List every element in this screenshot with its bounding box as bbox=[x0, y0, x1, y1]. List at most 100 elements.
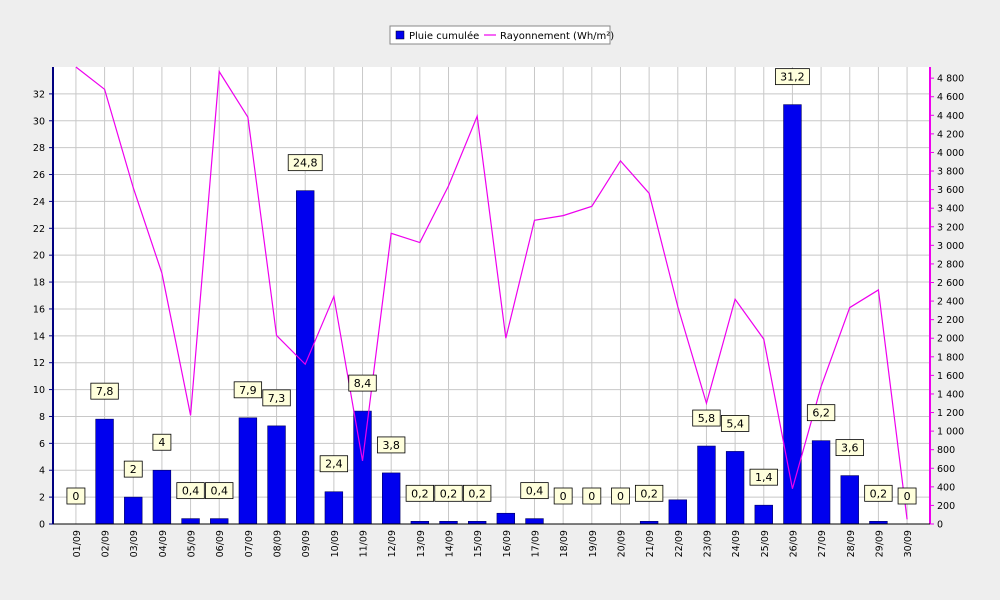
data-label-20/09: 0 bbox=[611, 487, 630, 505]
bar-08/09 bbox=[267, 425, 286, 525]
x-tick-label: 07/09 bbox=[244, 530, 255, 557]
data-label-text: 0 bbox=[904, 490, 911, 503]
x-tick-label: 27/09 bbox=[817, 530, 828, 557]
right-tick-label: 3 000 bbox=[937, 241, 964, 252]
bar-04/09 bbox=[152, 469, 172, 525]
data-label-box bbox=[377, 436, 406, 454]
data-label-04/09: 4 bbox=[152, 433, 172, 451]
data-label-text: 0,4 bbox=[210, 485, 228, 498]
bar-17/09 bbox=[525, 518, 544, 525]
legend-swatch-bar bbox=[395, 30, 405, 40]
bar-27/09 bbox=[811, 440, 831, 525]
x-tick-label: 26/09 bbox=[788, 530, 799, 557]
data-label-box bbox=[806, 404, 836, 422]
data-label-box bbox=[775, 68, 810, 86]
bar-10/09 bbox=[324, 491, 344, 525]
x-tick-label: 15/09 bbox=[473, 530, 484, 557]
data-label-text: 5,8 bbox=[698, 412, 716, 425]
data-label-box bbox=[553, 487, 573, 505]
left-tick-label: 2 bbox=[39, 493, 45, 504]
right-tick-label: 2 200 bbox=[937, 315, 964, 326]
data-label-box bbox=[611, 487, 630, 505]
left-tick-label: 24 bbox=[33, 197, 45, 208]
bar-07/09 bbox=[238, 417, 258, 525]
data-label-text: 0 bbox=[588, 490, 595, 503]
data-label-box bbox=[66, 487, 86, 505]
x-tick-label: 30/09 bbox=[903, 530, 914, 557]
legend-box bbox=[389, 25, 611, 45]
x-tick-label: 22/09 bbox=[674, 530, 685, 557]
data-label-text: 1,4 bbox=[755, 471, 773, 484]
data-label-29/09: 0,2 bbox=[864, 484, 893, 502]
data-label-text: 0 bbox=[560, 490, 567, 503]
right-tick-label: 3 800 bbox=[937, 167, 964, 178]
data-labels: 0 7,8 2 4 0,4 0,4 7,9 7,3 24,8 2,4 8,4 3,8 0,2 0,2 0,2… bbox=[66, 68, 917, 505]
data-label-text: 0,2 bbox=[870, 487, 888, 500]
x-tick-label: 01/09 bbox=[72, 530, 83, 557]
data-label-box bbox=[123, 460, 143, 478]
data-label-text: 7,3 bbox=[268, 392, 286, 405]
x-tick-label: 29/09 bbox=[874, 530, 885, 557]
data-label-text: 6,2 bbox=[812, 407, 830, 420]
right-tick-label: 1 600 bbox=[937, 371, 964, 382]
data-label-text: 0 bbox=[617, 490, 624, 503]
x-tick-label: 18/09 bbox=[559, 530, 570, 557]
data-label-text: 7,9 bbox=[239, 384, 257, 397]
right-tick-label: 3 600 bbox=[937, 185, 964, 196]
data-label-23/09: 5,8 bbox=[692, 409, 721, 427]
data-label-21/09: 0,2 bbox=[634, 484, 664, 502]
right-tick-label: 2 800 bbox=[937, 259, 964, 270]
left-tick-label: 0 bbox=[39, 520, 45, 531]
right-tick-label: 4 400 bbox=[937, 111, 964, 122]
bar-28/09 bbox=[840, 475, 859, 525]
right-tick-label: 800 bbox=[937, 445, 955, 456]
data-label-text: 3,8 bbox=[382, 439, 400, 452]
data-label-text: 4 bbox=[158, 436, 165, 449]
data-label-box bbox=[520, 482, 549, 500]
data-label-box bbox=[205, 482, 234, 500]
data-label-box bbox=[749, 468, 778, 486]
data-label-25/09: 1,4 bbox=[749, 468, 778, 486]
left-tick-label: 28 bbox=[33, 143, 45, 154]
bar-26/09 bbox=[783, 104, 802, 525]
data-label-27/09: 6,2 bbox=[806, 404, 836, 422]
data-label-box bbox=[720, 415, 750, 432]
right-tick-label: 1 000 bbox=[937, 427, 964, 438]
data-label-30/09: 0 bbox=[897, 487, 917, 505]
data-label-09/09: 24,8 bbox=[287, 154, 323, 172]
data-label-11/09: 8,4 bbox=[348, 374, 377, 392]
x-tick-label: 24/09 bbox=[731, 530, 742, 557]
right-tick-label: 4 600 bbox=[937, 92, 964, 103]
data-label-box bbox=[348, 374, 377, 392]
data-label-text: 0 bbox=[72, 490, 79, 503]
data-label-box bbox=[864, 484, 893, 502]
right-tick-label: 2 600 bbox=[937, 278, 964, 289]
left-tick-label: 20 bbox=[33, 251, 45, 262]
data-label-box bbox=[152, 433, 172, 451]
data-label-box bbox=[463, 484, 492, 502]
bar-05/09 bbox=[181, 518, 200, 525]
right-tick-label: 1 200 bbox=[937, 408, 964, 419]
data-label-box bbox=[90, 382, 119, 400]
bar-06/09 bbox=[210, 518, 229, 525]
right-tick-label: 0 bbox=[937, 520, 943, 531]
x-tick-label: 20/09 bbox=[616, 530, 627, 557]
x-tick-label: 23/09 bbox=[702, 530, 713, 557]
data-label-08/09: 7,3 bbox=[262, 389, 291, 407]
data-label-text: 3,6 bbox=[841, 442, 859, 455]
data-label-box bbox=[405, 484, 434, 502]
legend: Pluie cumulée Rayonnement (Wh/m²) bbox=[389, 25, 614, 45]
data-label-text: 0,2 bbox=[468, 487, 486, 500]
data-label-box bbox=[287, 154, 323, 172]
data-label-12/09: 3,8 bbox=[377, 436, 406, 454]
data-label-box bbox=[319, 455, 349, 473]
bar-12/09 bbox=[382, 472, 401, 525]
left-tick-label: 30 bbox=[33, 116, 45, 127]
data-label-10/09: 2,4 bbox=[319, 455, 349, 473]
left-tick-label: 12 bbox=[33, 358, 45, 369]
bar-24/09 bbox=[725, 451, 745, 525]
bar-22/09 bbox=[668, 499, 687, 525]
data-label-text: 2,4 bbox=[325, 458, 343, 471]
left-tick-label: 8 bbox=[39, 412, 45, 423]
